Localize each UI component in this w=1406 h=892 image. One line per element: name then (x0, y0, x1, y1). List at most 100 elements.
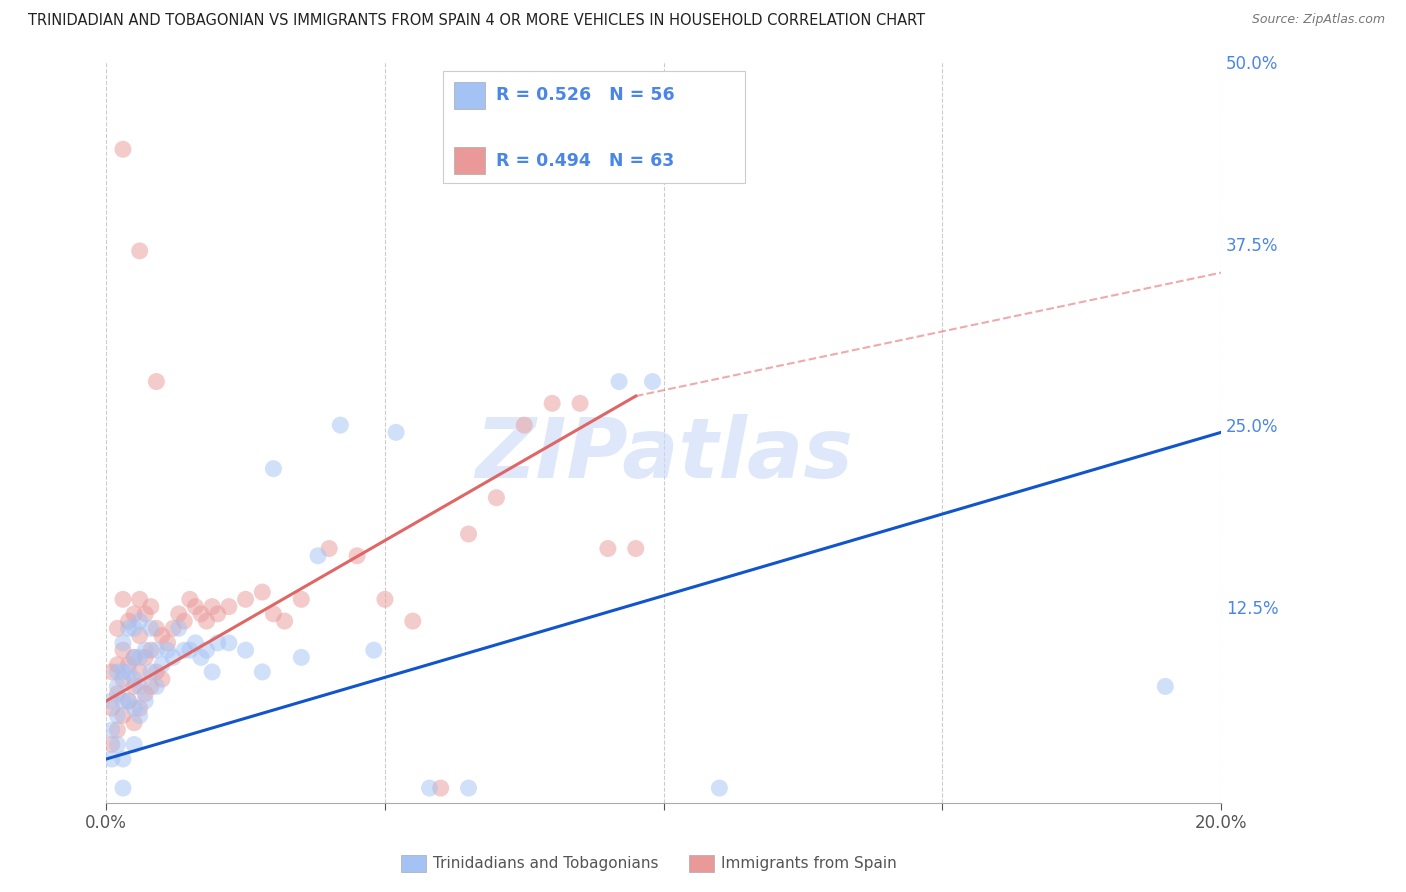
Point (117, 694, 139, 708)
Point (111, 636, 134, 650)
Point (179, 643, 201, 657)
Point (128, 650, 150, 665)
Text: Source: ZipAtlas.com: Source: ZipAtlas.com (1251, 13, 1385, 27)
Point (184, 636, 207, 650)
Point (122, 672, 145, 686)
Point (145, 621, 167, 635)
Point (101, 665, 124, 679)
Point (105, 708, 128, 723)
Point (457, 527, 479, 541)
Text: R = 0.526   N = 56: R = 0.526 N = 56 (496, 87, 675, 104)
Point (569, 396, 592, 410)
Point (262, 607, 284, 621)
Point (290, 650, 312, 665)
Point (150, 657, 173, 672)
Point (363, 643, 385, 657)
Point (145, 665, 167, 679)
Point (105, 657, 128, 672)
Point (101, 694, 124, 708)
Point (101, 738, 124, 752)
Text: Trinidadians and Tobagonians: Trinidadians and Tobagonians (433, 856, 658, 871)
Point (111, 694, 134, 708)
Point (101, 723, 124, 737)
Point (273, 614, 295, 628)
Point (513, 418, 536, 433)
Point (122, 701, 145, 715)
Point (139, 680, 162, 694)
Point (290, 592, 312, 607)
Point (145, 680, 167, 694)
Point (139, 599, 162, 614)
Point (485, 491, 508, 505)
Point (105, 738, 128, 752)
Point (134, 643, 156, 657)
Point (150, 629, 173, 643)
Point (128, 592, 150, 607)
Point (173, 643, 195, 657)
Point (111, 142, 134, 156)
Point (235, 592, 257, 607)
Point (128, 629, 150, 643)
Point (318, 541, 340, 556)
Point (105, 680, 128, 694)
Point (607, 375, 630, 389)
Point (128, 244, 150, 258)
Point (105, 665, 128, 679)
Point (429, 780, 451, 795)
Point (145, 375, 167, 389)
Point (235, 643, 257, 657)
Point (139, 621, 162, 635)
Point (117, 665, 139, 679)
Point (329, 418, 352, 433)
Point (252, 665, 274, 679)
Text: ZIPatlas: ZIPatlas (475, 414, 852, 495)
Point (134, 694, 156, 708)
Point (252, 585, 274, 599)
Point (117, 694, 139, 708)
Point (117, 614, 139, 628)
Point (179, 592, 201, 607)
Point (105, 687, 128, 701)
Point (418, 780, 440, 795)
Point (111, 643, 134, 657)
Point (195, 614, 218, 628)
Point (167, 607, 190, 621)
Point (207, 636, 229, 650)
Point (128, 701, 150, 715)
Point (709, 780, 731, 795)
Point (541, 396, 564, 410)
Point (122, 607, 145, 621)
Point (201, 665, 224, 679)
Point (195, 643, 218, 657)
Point (218, 599, 240, 614)
Point (128, 680, 150, 694)
Point (111, 708, 134, 723)
Point (111, 672, 134, 686)
Point (641, 375, 664, 389)
Point (262, 461, 284, 475)
Point (122, 715, 145, 730)
Point (122, 650, 145, 665)
Point (1154, 680, 1177, 694)
Point (190, 650, 212, 665)
Point (201, 599, 224, 614)
Point (111, 665, 134, 679)
Point (117, 621, 139, 635)
Point (101, 752, 124, 766)
Point (218, 636, 240, 650)
Point (111, 592, 134, 607)
Point (156, 636, 179, 650)
Point (374, 592, 396, 607)
Point (105, 621, 128, 635)
Point (122, 738, 145, 752)
Text: Immigrants from Spain: Immigrants from Spain (721, 856, 897, 871)
Point (346, 549, 368, 563)
Point (128, 665, 150, 679)
Point (162, 650, 184, 665)
Point (596, 541, 619, 556)
Point (111, 780, 134, 795)
Point (385, 425, 408, 440)
Text: TRINIDADIAN AND TOBAGONIAN VS IMMIGRANTS FROM SPAIN 4 OR MORE VEHICLES IN HOUSEH: TRINIDADIAN AND TOBAGONIAN VS IMMIGRANTS… (28, 13, 925, 29)
Point (122, 680, 145, 694)
Point (134, 607, 156, 621)
